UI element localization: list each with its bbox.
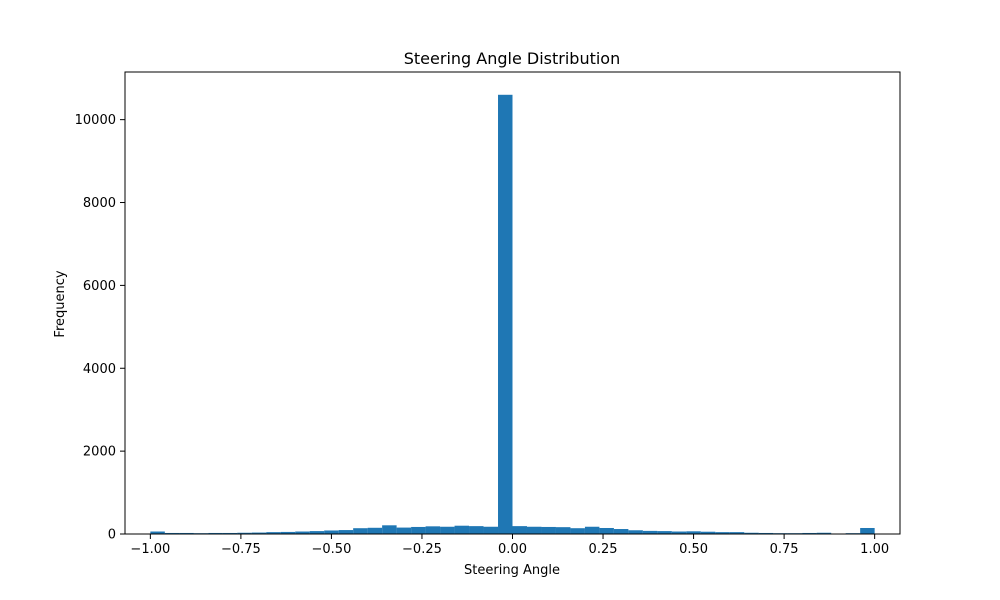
histogram-bar bbox=[338, 530, 354, 534]
y-tick-label: 2000 bbox=[83, 445, 116, 460]
histogram-bar bbox=[237, 532, 252, 534]
histogram-bar bbox=[208, 532, 223, 534]
y-tick-label: 10000 bbox=[75, 113, 116, 128]
histogram-bar bbox=[222, 532, 238, 534]
histogram-bar bbox=[280, 531, 296, 534]
histogram-bar bbox=[382, 525, 397, 534]
histogram-bar bbox=[454, 525, 470, 534]
histogram-bar bbox=[729, 532, 745, 534]
histogram-bar bbox=[411, 526, 426, 534]
histogram-bar bbox=[570, 528, 585, 534]
histogram-bar bbox=[266, 532, 281, 534]
x-tick-label: −0.75 bbox=[221, 542, 261, 557]
histogram-bar bbox=[512, 526, 527, 534]
histogram-bar bbox=[802, 532, 817, 534]
histogram-bar bbox=[425, 526, 441, 534]
histogram-bar bbox=[440, 526, 455, 534]
histogram-bar bbox=[396, 527, 412, 534]
x-tick-label: −1.00 bbox=[130, 542, 170, 557]
histogram-bar bbox=[353, 528, 368, 534]
histogram-bar bbox=[628, 530, 643, 534]
y-tick-label: 0 bbox=[108, 528, 116, 543]
histogram-bar bbox=[744, 532, 759, 534]
x-axis-ticks: −1.00 −0.75 −0.50 −0.25 0.00 0.25 0.50 0.75 1.00 bbox=[130, 534, 889, 557]
y-tick-label: 8000 bbox=[83, 196, 116, 211]
x-tick-label: 0.00 bbox=[498, 542, 527, 557]
y-axis-label: Frequency bbox=[53, 270, 68, 337]
histogram-bar bbox=[657, 531, 672, 534]
chart-title: Steering Angle Distribution bbox=[404, 49, 620, 68]
histogram-bar bbox=[150, 531, 165, 534]
histogram-bar bbox=[599, 527, 614, 534]
bars-group bbox=[150, 94, 875, 534]
y-tick-label: 6000 bbox=[83, 279, 116, 294]
histogram-bar bbox=[642, 530, 658, 534]
x-tick-label: −0.50 bbox=[312, 542, 352, 557]
histogram-bar bbox=[541, 526, 556, 534]
histogram-bar bbox=[324, 530, 339, 534]
histogram-bar bbox=[483, 526, 499, 534]
y-tick-label: 4000 bbox=[83, 362, 116, 377]
x-tick-label: 0.75 bbox=[770, 542, 799, 557]
histogram-bar bbox=[816, 532, 832, 534]
histogram-bar bbox=[715, 532, 730, 534]
histogram-bar bbox=[671, 531, 687, 534]
x-tick-label: 0.25 bbox=[589, 542, 618, 557]
histogram-bar bbox=[613, 529, 629, 534]
histogram-bar bbox=[469, 526, 484, 534]
histogram-bar bbox=[686, 531, 701, 534]
histogram-bar bbox=[179, 532, 194, 534]
histogram-bar bbox=[367, 527, 383, 534]
histogram-bar bbox=[860, 527, 875, 534]
histogram-bar bbox=[251, 532, 267, 534]
histogram-bar bbox=[498, 94, 513, 534]
y-axis-ticks: 0 2000 4000 6000 8000 10000 bbox=[75, 113, 125, 543]
x-tick-label: 0.50 bbox=[679, 542, 708, 557]
histogram-bar bbox=[164, 532, 180, 534]
histogram-bar bbox=[295, 531, 310, 534]
histogram-bar bbox=[758, 532, 774, 534]
histogram-bar bbox=[309, 531, 325, 534]
histogram-bar bbox=[700, 531, 716, 534]
histogram-bar bbox=[526, 526, 542, 534]
x-tick-label: 1.00 bbox=[860, 542, 889, 557]
x-tick-label: −0.25 bbox=[402, 542, 442, 557]
x-axis-label: Steering Angle bbox=[464, 563, 560, 578]
histogram-bar bbox=[555, 527, 571, 534]
histogram-bar bbox=[584, 526, 600, 534]
